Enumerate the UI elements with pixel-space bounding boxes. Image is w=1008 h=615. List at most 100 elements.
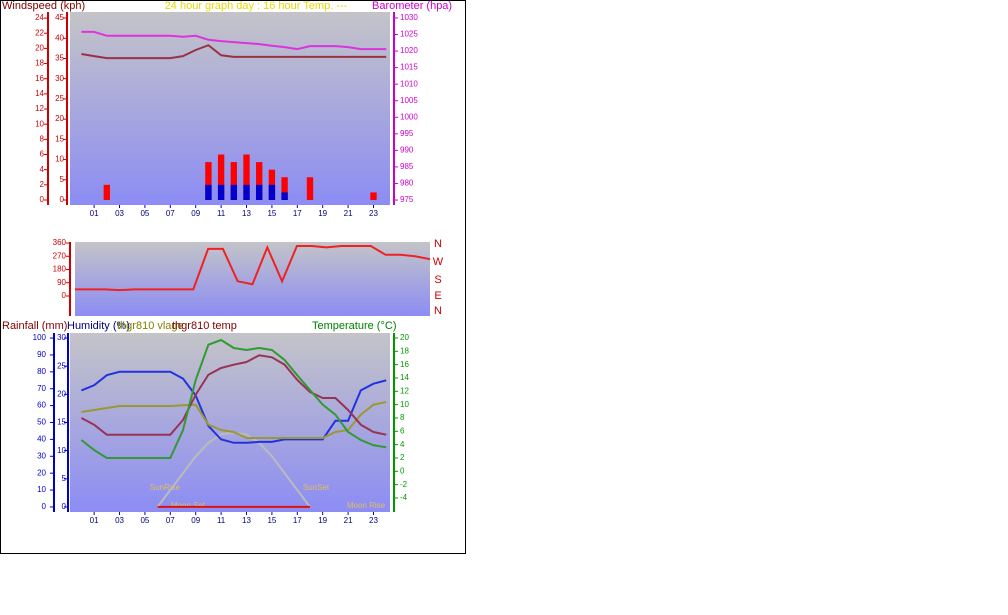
y-tick-label: 40: [37, 434, 46, 443]
y-tick-label: 15: [55, 134, 64, 143]
annotation: SunSet: [303, 483, 330, 492]
y-tick-label: 18: [35, 59, 44, 68]
y-tick-label: 2: [400, 453, 405, 462]
x-tick-label: 17: [293, 516, 302, 525]
bar: [370, 192, 377, 200]
y-tick-label: 5: [62, 474, 67, 483]
y-tick-label: 0: [62, 502, 67, 511]
x-tick-label: 13: [242, 209, 251, 218]
x-tick-label: 21: [344, 209, 353, 218]
y-tick-label: -2: [400, 480, 408, 489]
x-tick-label: 11: [217, 516, 226, 525]
y-tick-label: 10: [37, 485, 46, 494]
y-tick-label: 35: [55, 54, 64, 63]
annotation: SunRise: [150, 483, 181, 492]
y-tick-label: 0: [40, 195, 45, 204]
y-tick-label: 8: [400, 413, 405, 422]
bar: [281, 192, 288, 200]
y-tick-label: 0: [42, 502, 47, 511]
y-tick-label: 2: [40, 180, 45, 189]
y-tick-label: 12: [35, 104, 44, 113]
annotation: Moon Set: [171, 501, 206, 510]
y-tick-label: 10: [35, 119, 44, 128]
y-tick-label: 980: [400, 179, 414, 188]
y-tick-label: 1000: [400, 112, 418, 121]
axis-label: Temperature (°C): [312, 320, 396, 332]
series-line: [81, 30, 387, 51]
y-tick-label: 20: [400, 333, 409, 342]
x-tick-label: 23: [369, 209, 378, 218]
x-tick-label: 23: [369, 516, 378, 525]
x-tick-label: 17: [293, 209, 302, 218]
y-tick-label: 1020: [400, 46, 418, 55]
y-tick-label: 30: [55, 74, 64, 83]
axis-label: thgr810 vlage: [117, 320, 184, 332]
y-tick-label: 270: [53, 251, 67, 260]
y-tick-label: 995: [400, 129, 414, 138]
bar: [256, 162, 263, 200]
y-tick-label: 16: [400, 360, 409, 369]
x-tick-label: 05: [140, 209, 149, 218]
y-tick-label: 100: [33, 333, 47, 342]
axis-label: Barometer (hpa): [372, 0, 452, 12]
x-tick-label: 13: [242, 516, 251, 525]
y-tick-label: 6: [40, 150, 45, 159]
x-tick-label: 03: [115, 516, 124, 525]
y-tick-label: 20: [37, 468, 46, 477]
x-tick-label: 15: [267, 209, 276, 218]
y-tick-label: 360: [53, 238, 67, 247]
y-tick-label: 1015: [400, 63, 418, 72]
y-tick-label: 30: [37, 451, 46, 460]
bar: [205, 162, 212, 200]
y-tick-label: 30: [57, 333, 66, 342]
x-tick-label: 15: [267, 516, 276, 525]
y-tick-label: 90: [37, 350, 46, 359]
y-tick-label: 20: [55, 114, 64, 123]
axis-label: Windspeed (kph): [2, 0, 85, 12]
y-tick-label: 990: [400, 145, 414, 154]
bar: [243, 184, 250, 200]
y-tick-label: 20: [35, 43, 44, 52]
x-tick-label: 09: [191, 516, 200, 525]
y-tick-label: 180: [53, 265, 67, 274]
plot-area: [70, 333, 390, 512]
y-tick-label: 8: [40, 134, 45, 143]
y-tick-label: 985: [400, 162, 414, 171]
y-tick-label: 10: [57, 446, 66, 455]
bar: [243, 154, 250, 200]
y-tick-label: 10: [55, 155, 64, 164]
y-tick-label: 24: [35, 13, 44, 22]
y-tick-label: 18: [400, 346, 409, 355]
y-tick-label: 4: [400, 440, 405, 449]
y-tick-label: 5: [60, 175, 65, 184]
y-tick-label: 25: [55, 94, 64, 103]
y-tick-label: 50: [37, 418, 46, 427]
y-tick-label: 6: [400, 426, 405, 435]
series-line: [81, 44, 387, 60]
y-tick-label: 20: [57, 389, 66, 398]
x-tick-label: 11: [217, 209, 226, 218]
y-tick-label: 90: [57, 278, 66, 287]
y-tick-label: 1005: [400, 96, 418, 105]
bar: [230, 162, 237, 200]
series-line: [80, 354, 387, 436]
y-tick-label: 4: [40, 165, 45, 174]
y-tick-label: 14: [35, 89, 44, 98]
y-tick-label: 12: [400, 386, 409, 395]
chart-title: 24 hour graph day : 16 hour Temp. ---: [165, 0, 348, 12]
compass-label: N: [434, 305, 442, 317]
y-tick-label: 1025: [400, 30, 418, 39]
bar: [306, 177, 314, 200]
y-tick-label: 25: [57, 361, 66, 370]
y-tick-label: 16: [35, 74, 44, 83]
axis-label: Humidity (%): [67, 320, 130, 332]
y-tick-label: 80: [37, 367, 46, 376]
plot-area: [75, 242, 430, 316]
y-tick-label: 22: [35, 28, 44, 37]
bar: [205, 184, 212, 200]
y-tick-label: 0: [62, 291, 67, 300]
x-tick-label: 07: [166, 209, 175, 218]
series-line: [81, 401, 387, 439]
